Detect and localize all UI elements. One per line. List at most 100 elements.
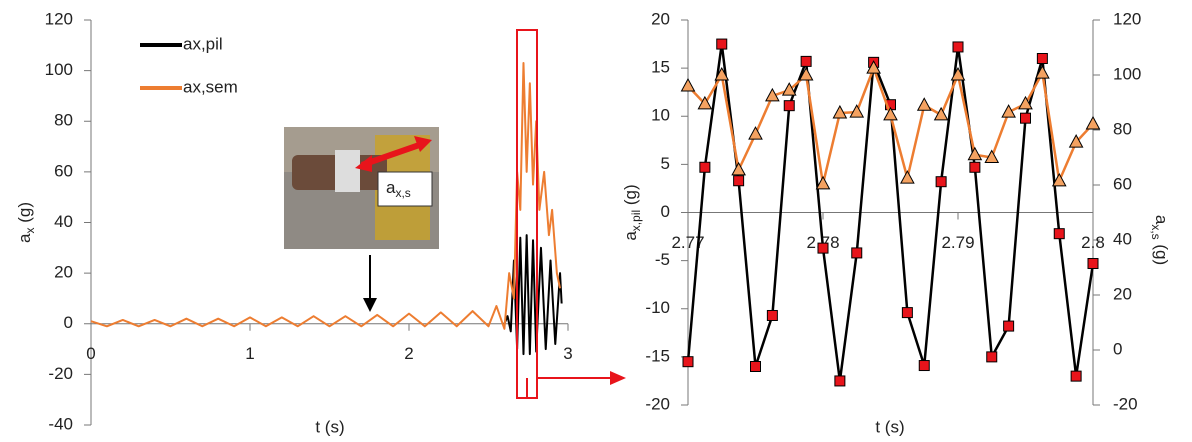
zoom-box [516,29,538,399]
photo-pointer-head [363,298,377,312]
y-tick-label: 5 [661,154,670,173]
marker [866,60,881,74]
photo-arrow [361,140,426,168]
marker [1070,370,1082,382]
marker [952,41,964,53]
x-tick-label: 0 [86,344,95,363]
legend-label: ax,pil [183,34,223,53]
y-tick-label: -10 [645,298,670,317]
marker [716,38,728,50]
marker [849,104,865,118]
x-tick-label: 2.79 [941,233,974,252]
y2-tick-label: -20 [1113,394,1138,413]
marker [933,106,949,121]
photo-arrow-head [414,136,432,152]
marker [969,161,981,173]
marker [883,106,898,121]
y-tick-label: -15 [645,346,670,365]
marker [967,146,983,161]
label-part: a [386,178,396,197]
marker [832,104,848,119]
y-tick-label: 20 [54,263,73,282]
y2-tick-label: 60 [1113,174,1132,193]
marker [798,66,814,81]
label-part: (g) [15,202,34,228]
label-part: (g) [621,184,640,210]
marker [699,161,711,173]
zoom-arrow-head [610,371,626,385]
marker [766,309,778,321]
legend-label: ax,sem [183,77,238,96]
photo-ring [335,150,360,192]
y2-tick-label: 80 [1113,119,1132,138]
x-axis-label: t (s) [875,417,904,436]
series-line [90,62,562,330]
y-tick-label: 60 [54,161,73,180]
marker [714,66,730,81]
marker [748,126,763,140]
y2-tick-label: 0 [1113,339,1122,358]
y-tick-label: 40 [54,212,73,231]
marker [851,247,863,259]
label-part: x,s [1149,224,1163,239]
label-part: (g) [1152,240,1171,266]
marker [834,375,846,387]
marker [935,176,947,188]
marker [682,356,694,368]
marker [680,77,696,92]
x-tick-label: 3 [563,344,572,363]
marker [986,351,998,363]
marker [1085,115,1101,130]
label-part: x [23,228,37,234]
marker [781,82,797,96]
label-part: a [1152,215,1171,225]
y2-tick-label: 100 [1113,64,1141,83]
x-tick-label: 2.77 [671,233,704,252]
marker [800,55,812,67]
marker [900,170,915,184]
y2-tick-label: 20 [1113,284,1132,303]
marker [1087,258,1099,270]
y-tick-label: 0 [661,202,670,221]
label-part: x,pil [629,210,643,231]
marker [1018,95,1033,110]
x-tick-label: 1 [245,344,254,363]
photo-label-box [377,171,433,207]
y-tick-label: -40 [48,414,73,433]
y-tick-label: -20 [645,394,670,413]
marker [1036,53,1048,64]
marker [916,97,932,111]
y-tick-label: 15 [651,58,670,77]
y2-tick-label: 120 [1113,9,1141,28]
marker [750,361,761,372]
marker [1003,320,1015,332]
marker [731,161,746,176]
marker [1001,104,1016,118]
y-tick-label: 100 [45,60,73,79]
marker [817,242,829,254]
label-part: a [621,231,640,241]
marker [950,66,966,81]
photo-arrow-head [355,155,372,172]
y-tick-label: -5 [655,250,670,269]
marker [1020,112,1031,124]
marker [765,87,780,102]
marker [984,149,1000,163]
y-tick-label: 0 [64,313,73,332]
y-axis-label: ax,pil (g) [621,184,643,240]
marker [1035,65,1050,79]
x-tick-label: 2.8 [1081,233,1105,252]
marker [733,175,745,187]
marker [697,95,713,110]
marker [783,100,795,112]
marker [901,307,913,319]
photo-label: ax,s [386,178,411,200]
series-line [687,66,1094,186]
label-part: a [15,233,34,243]
photo-inset: ax,s [284,127,439,312]
marker [815,175,831,190]
y2-tick-label: 40 [1113,229,1132,248]
y-tick-label: 20 [651,9,670,28]
marker [1068,134,1084,148]
